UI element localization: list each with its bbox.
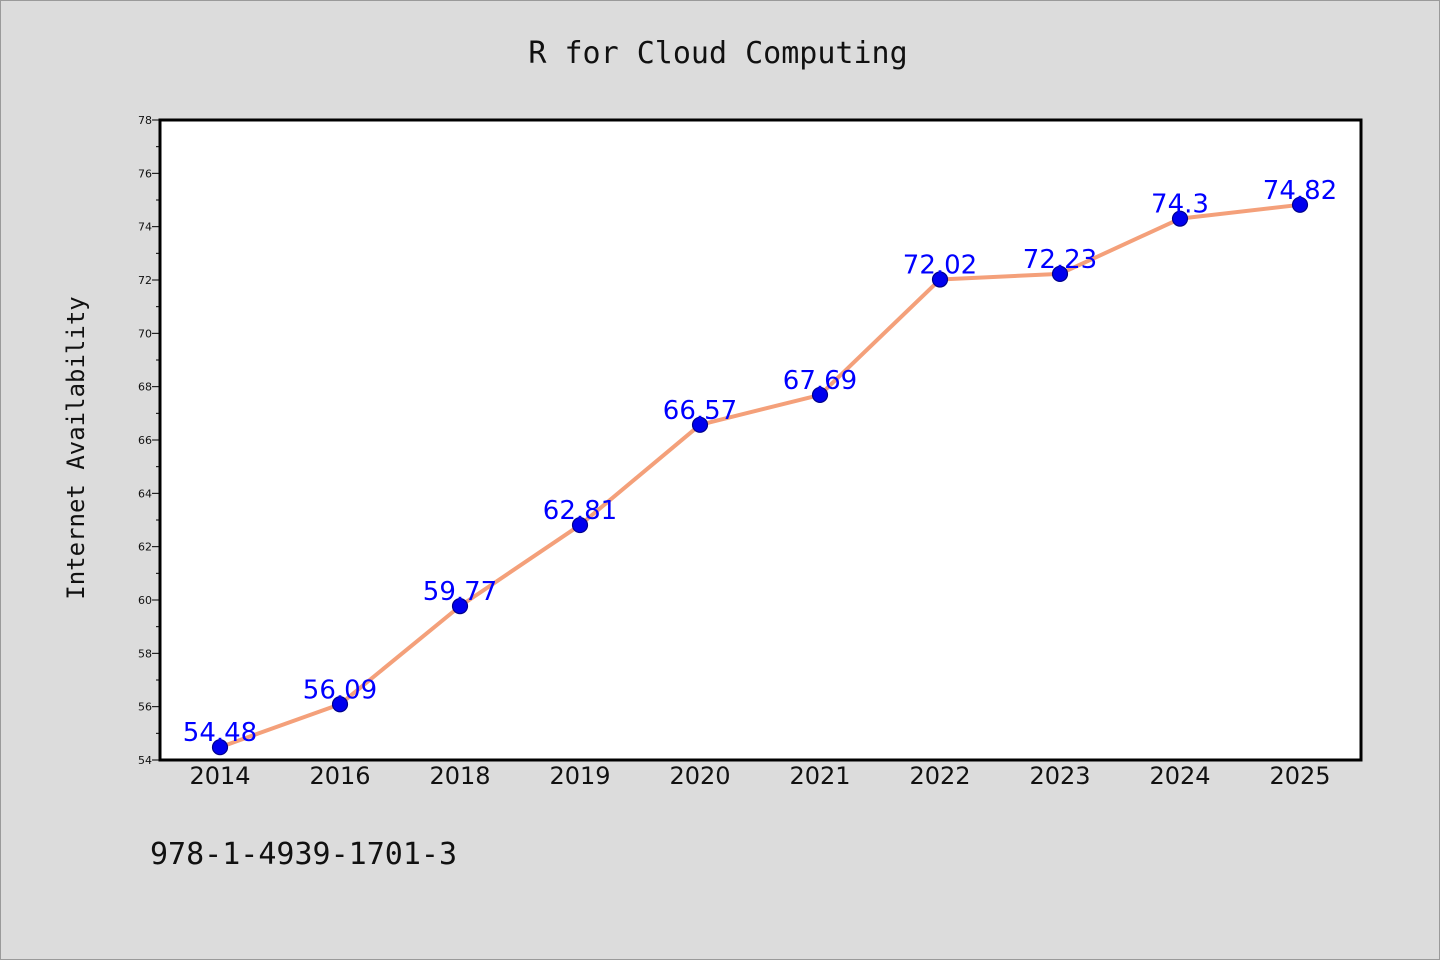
y-tick-label: 54: [138, 754, 152, 767]
y-tick-label: 58: [138, 647, 152, 660]
y-tick-label: 78: [138, 114, 152, 127]
y-tick-label: 62: [138, 541, 152, 554]
data-label: 59.77: [423, 577, 497, 607]
x-tick-label: 2021: [789, 762, 850, 790]
y-tick-label: 72: [138, 274, 152, 287]
y-tick-label: 60: [138, 594, 152, 607]
data-label: 74.3: [1151, 190, 1209, 220]
data-point-marker: [811, 386, 829, 404]
data-point-marker: [331, 696, 349, 713]
data-label: 72.02: [903, 250, 977, 280]
x-tick-label: 2020: [669, 762, 730, 790]
x-tick-label: 2024: [1149, 762, 1210, 790]
data-point-marker: [1291, 196, 1309, 213]
data-point-marker: [211, 739, 229, 756]
y-tick-label: 76: [138, 167, 152, 180]
y-tick-label: 66: [138, 434, 152, 447]
x-tick-label: 2018: [429, 762, 490, 790]
series-line: [218, 202, 1302, 750]
data-label: 62.81: [543, 496, 617, 526]
data-point-marker: [571, 516, 589, 534]
data-point-marker: [931, 271, 949, 288]
x-tick-label: 2016: [309, 762, 370, 790]
data-point-marker: [1171, 210, 1189, 227]
data-label: 56.09: [303, 675, 377, 705]
data-point-marker: [451, 598, 469, 615]
y-tick-label: 70: [138, 327, 152, 340]
x-tick-label: 2019: [549, 762, 610, 790]
y-tick-label: 68: [138, 381, 152, 394]
x-tick-label: 2014: [189, 762, 250, 790]
data-label-layer: 54.48 56.09 59.77 62.81 66.57 67.69 72.02 72.23…: [183, 176, 1337, 748]
x-tick-label: 2023: [1029, 762, 1090, 790]
y-tick-label: 56: [138, 701, 152, 714]
data-label: 72.23: [1023, 245, 1097, 275]
data-label: 74.82: [1263, 176, 1337, 206]
x-tick-label: 2022: [909, 762, 970, 790]
y-tick-label: 74: [138, 221, 152, 234]
x-axis: 2014 2016 2018 2019 2020 2021 2022 2023 2024 2025: [189, 762, 1330, 790]
data-point-marker: [691, 416, 709, 433]
data-label: 67.69: [783, 366, 857, 396]
data-label: 66.57: [663, 396, 737, 426]
series-line-layer: [218, 202, 1302, 750]
x-tick-label: 2025: [1269, 762, 1330, 790]
data-label: 54.48: [183, 718, 257, 748]
chart-title: R for Cloud Computing: [528, 36, 907, 71]
isbn-footer: 978-1-4939-1701-3: [150, 837, 457, 872]
marker-layer: [211, 196, 1309, 756]
data-point-marker: [1051, 265, 1069, 282]
y-tick-label: 64: [138, 487, 152, 500]
y-axis: 54 56 58 60 62 64 66 68 70 72 74 76 78: [138, 114, 160, 767]
y-axis-label: Internet Availability: [62, 296, 90, 599]
